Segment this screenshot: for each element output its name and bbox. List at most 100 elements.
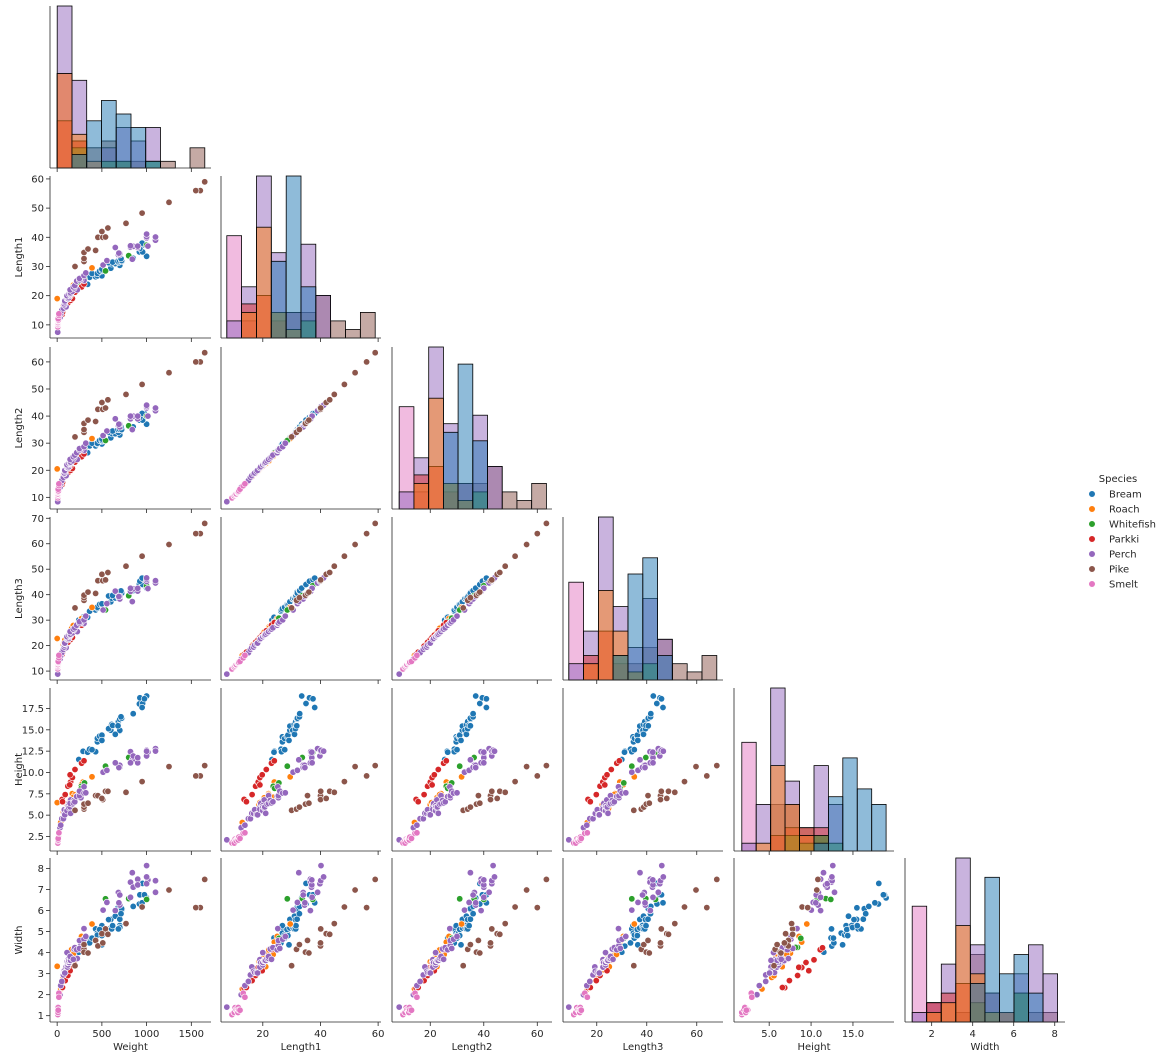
data-point-roach: [88, 920, 96, 928]
data-point-pike: [295, 426, 303, 434]
y-tick-label: 30: [31, 262, 44, 273]
data-point-pike: [630, 962, 638, 970]
data-point-perch: [565, 836, 573, 844]
data-point-parkki: [430, 771, 438, 779]
data-point-perch: [276, 944, 284, 952]
hist-bar-perch: [741, 842, 757, 852]
data-point-pike: [692, 886, 700, 894]
data-point-perch: [115, 420, 123, 428]
data-point-perch: [82, 932, 90, 940]
data-point-pike: [789, 930, 797, 938]
data-point-pike: [165, 369, 173, 377]
data-point-pike: [671, 920, 679, 928]
data-point-parkki: [802, 958, 810, 966]
data-point-perch: [152, 404, 160, 412]
data-point-parkki: [607, 765, 615, 773]
data-point-bream: [644, 722, 652, 730]
hist-bar-roach: [583, 663, 599, 681]
data-point-perch: [659, 873, 667, 881]
data-point-pike: [305, 949, 313, 957]
scatter-panel-width-vs-height: [738, 862, 890, 1019]
data-point-perch: [659, 747, 667, 755]
data-point-bream: [88, 746, 96, 754]
data-point-perch: [416, 977, 424, 985]
legend-title: Species: [1099, 474, 1138, 485]
data-point-whitefish: [628, 895, 636, 903]
data-point-parkki: [414, 798, 422, 806]
data-point-perch: [111, 759, 119, 767]
data-point-bream: [647, 710, 655, 718]
y-tick-label: 20: [31, 466, 44, 477]
scatter-panel-length2-vs-weight: [53, 349, 209, 506]
data-point-pike: [656, 796, 664, 804]
legend-label-pike: Pike: [1109, 565, 1129, 576]
data-point-perch: [622, 932, 630, 940]
y-tick-label: 6: [38, 906, 44, 917]
data-point-pike: [305, 416, 313, 424]
x-axis-label-height: Height: [797, 1042, 830, 1053]
data-point-bream: [871, 899, 879, 907]
data-point-perch: [111, 415, 119, 423]
data-point-pike: [71, 604, 79, 612]
data-point-bream: [296, 710, 304, 718]
legend-label-whitefish: Whitefish: [1109, 520, 1156, 531]
data-point-perch: [448, 944, 456, 952]
data-point-perch: [144, 242, 152, 250]
data-point-roach: [458, 920, 466, 928]
data-point-perch: [762, 977, 770, 985]
data-point-perch: [262, 809, 270, 817]
data-point-perch: [308, 759, 316, 767]
data-point-pike: [703, 904, 711, 912]
data-point-pike: [80, 941, 88, 949]
data-point-bream: [659, 703, 667, 711]
data-point-perch: [301, 764, 309, 772]
data-point-whitefish: [143, 895, 151, 903]
data-point-perch: [601, 949, 609, 957]
data-point-pike: [84, 416, 92, 424]
data-point-pike: [192, 904, 200, 912]
data-point-pike: [644, 792, 652, 800]
hist-bar-perch: [398, 491, 415, 510]
data-point-pike: [84, 949, 92, 957]
y-tick-label: 60: [31, 174, 44, 185]
data-point-pike: [104, 787, 112, 795]
data-point-perch: [477, 907, 485, 915]
data-point-parkki: [262, 765, 270, 773]
x-tick-label: 60: [531, 1029, 544, 1040]
data-point-perch: [143, 862, 151, 870]
data-point-pike: [486, 796, 494, 804]
data-point-pike: [138, 552, 146, 560]
hist-bar-pike: [516, 500, 533, 510]
data-point-pike: [102, 404, 110, 412]
data-point-perch: [103, 898, 111, 906]
data-point-smelt: [55, 993, 63, 1001]
data-point-pike: [371, 875, 379, 883]
data-point-parkki: [794, 971, 802, 979]
data-point-perch: [99, 261, 107, 269]
data-point-perch: [595, 969, 603, 977]
data-point-bream: [302, 699, 310, 707]
data-point-pike: [122, 390, 130, 398]
x-tick-label: 2: [928, 1029, 934, 1040]
x-tick-label: 60: [690, 1029, 703, 1040]
data-point-perch: [274, 925, 282, 933]
data-point-pike: [322, 794, 330, 802]
data-point-roach: [53, 465, 61, 473]
y-tick-label: 10: [31, 320, 44, 331]
data-point-bream: [653, 699, 661, 707]
legend-marker-roach: [1088, 505, 1096, 513]
data-point-pike: [664, 930, 672, 938]
y-tick-label: 20: [31, 291, 44, 302]
data-point-perch: [244, 977, 252, 985]
data-point-perch: [134, 242, 142, 250]
hist-bar-pike: [359, 311, 376, 339]
data-point-pike: [351, 369, 359, 377]
data-point-pike: [644, 936, 652, 944]
data-point-perch: [453, 612, 461, 620]
x-tick-label: 5.0: [761, 1029, 777, 1040]
data-point-roach: [88, 435, 96, 443]
data-point-perch: [565, 1003, 573, 1011]
data-point-perch: [103, 766, 111, 774]
scatter-panel-length3-vs-weight: [53, 519, 209, 678]
y-tick-label: 5: [38, 927, 44, 938]
